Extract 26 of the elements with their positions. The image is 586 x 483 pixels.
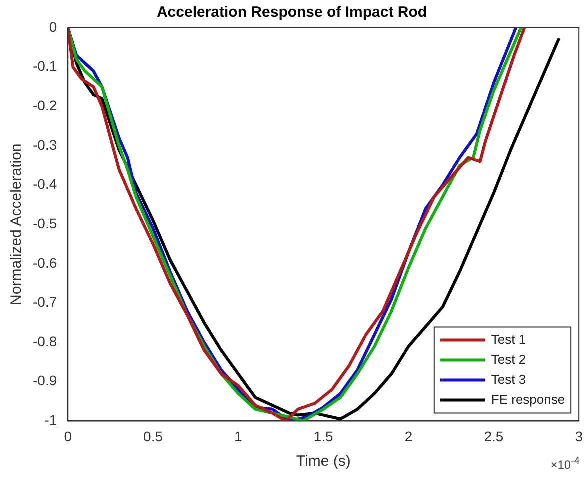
y-tick-label: -0.9	[33, 372, 58, 389]
legend-label: Test 1	[491, 332, 526, 347]
chart-title: Acceleration Response of Impact Rod	[156, 4, 428, 22]
x-tick-label: 1.5	[314, 428, 334, 444]
y-tick-label: -0.5	[33, 215, 58, 232]
x-tick-label: 0.5	[144, 428, 164, 444]
x-tick-label: 2	[404, 428, 413, 444]
x-tick-label: 0	[64, 428, 72, 444]
y-tick-label: -0.8	[33, 333, 58, 350]
text: ×10$^{-4}$	[550, 456, 580, 472]
x-tick-label: 2.5	[484, 428, 504, 444]
y-tick-label: -0.7	[33, 294, 58, 310]
y-tick-label: 0	[49, 18, 58, 35]
y-tick-label: -0.2	[33, 98, 58, 114]
y-tick-label: -0.6	[33, 254, 58, 271]
x-tick-label: 1	[234, 428, 243, 444]
y-tick-label: -0.1	[33, 58, 58, 74]
x-tick-label: 3	[575, 428, 584, 444]
y-tick-label: -1	[44, 412, 58, 428]
y-tick-label: -0.3	[33, 136, 58, 153]
y-tick-label: -0.4	[33, 176, 58, 192]
legend-label: Test 3	[491, 372, 526, 387]
legend-label: FE response	[491, 392, 566, 407]
y-axis-title: Normalized Acceleration	[8, 144, 26, 306]
legend-label: Test 2	[491, 352, 526, 367]
x-axis-title: Time (s)	[296, 453, 351, 470]
